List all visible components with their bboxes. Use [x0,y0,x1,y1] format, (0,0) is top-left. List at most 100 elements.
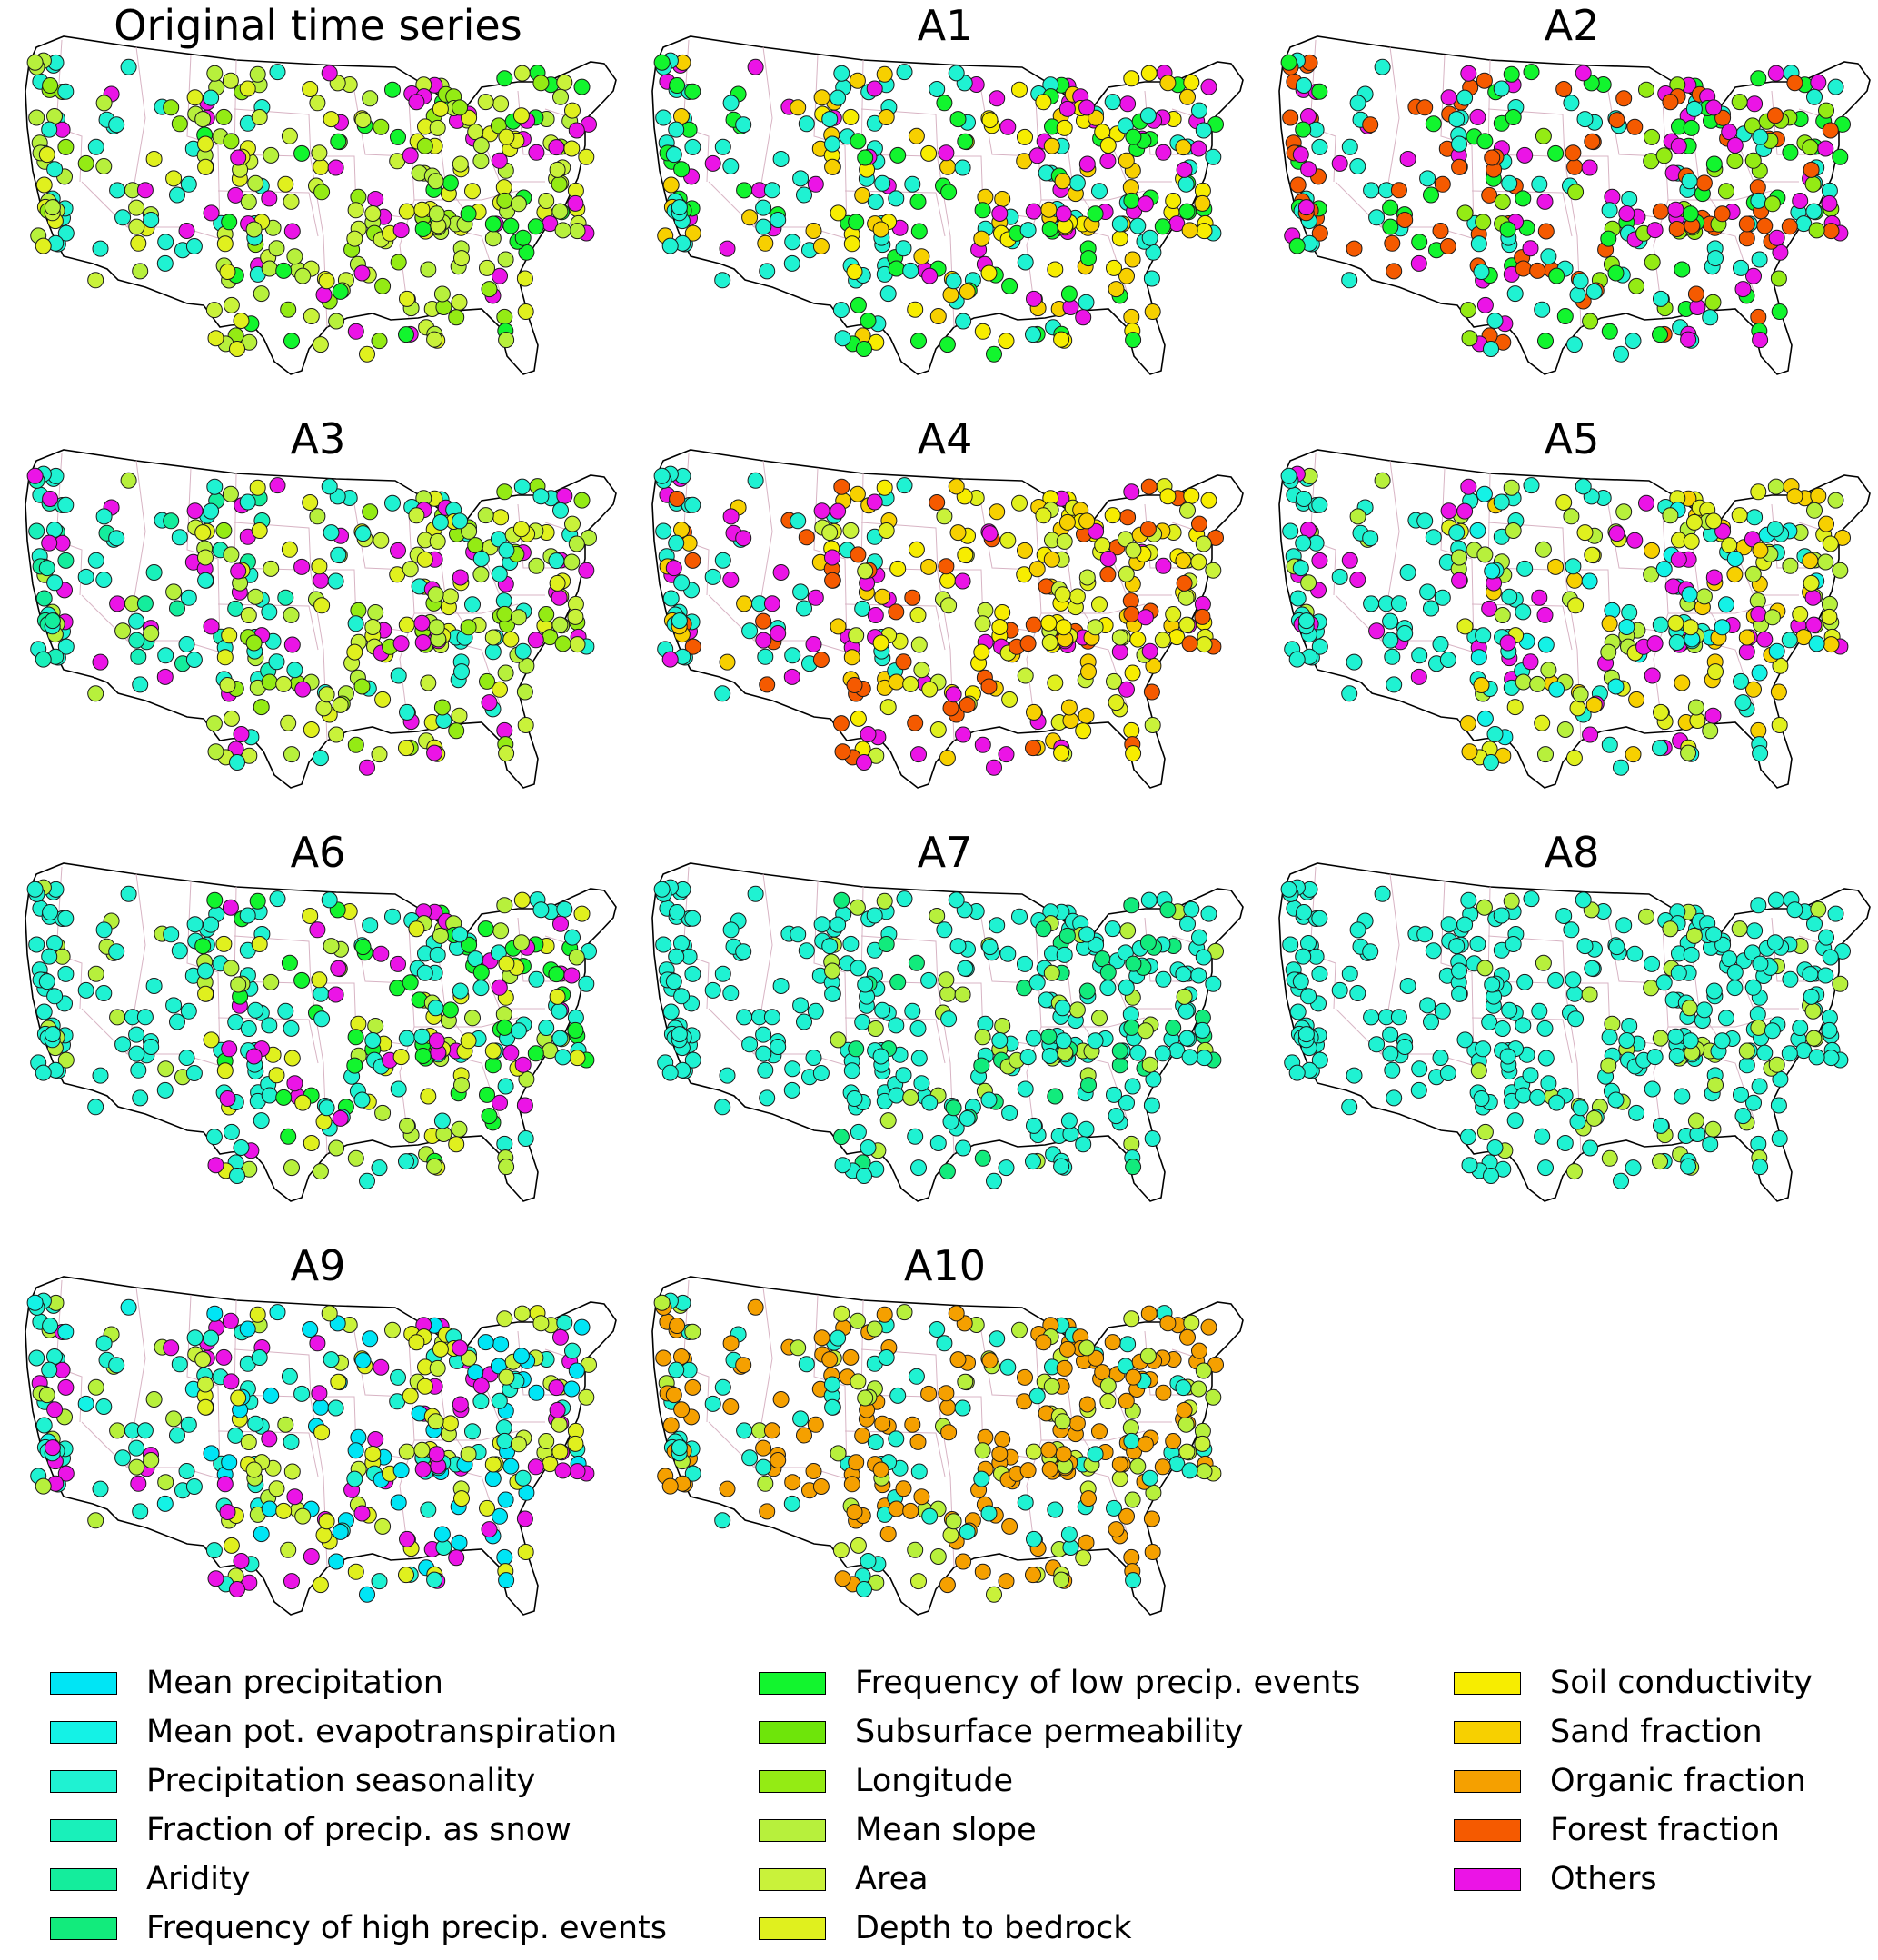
station-marker [77,154,94,172]
station-marker [1194,1021,1211,1039]
state-border [1471,1017,1573,1064]
station-marker [1058,100,1076,117]
station-marker [309,95,326,112]
station-marker [1088,109,1105,126]
station-marker [328,726,345,743]
station-marker [908,954,925,971]
station-marker [792,583,810,601]
station-marker [492,1507,508,1525]
station-marker [408,920,425,938]
station-marker [866,493,883,511]
station-marker [1626,532,1644,549]
station-marker [1040,1028,1058,1045]
station-marker [741,1449,759,1467]
station-marker [315,1113,333,1130]
station-marker [813,89,830,106]
station-marker [929,81,946,97]
station-marker [35,1064,52,1081]
station-marker [245,1461,263,1478]
map-panel: A2 [1263,0,1878,409]
station-marker [1194,608,1211,625]
station-marker [790,926,807,943]
legend-swatch [50,1868,117,1891]
station-marker [1205,975,1222,992]
station-marker [1363,595,1380,612]
station-marker [1714,619,1731,636]
station-marker [347,1029,364,1046]
station-marker [1137,195,1154,213]
station-marker [283,746,300,763]
station-marker [203,89,220,106]
legend-label: Fraction of precip. as snow [146,1812,571,1848]
station-marker [95,95,113,112]
station-marker [747,1298,764,1316]
station-marker [913,1075,930,1092]
station-marker [1108,694,1125,711]
station-marker [1714,205,1731,223]
station-marker [999,118,1017,135]
station-marker [1075,309,1092,326]
station-marker [948,891,965,909]
station-marker [347,1563,364,1580]
station-marker [1282,522,1299,540]
station-marker [313,158,330,175]
station-marker [303,308,320,324]
station-marker [398,616,415,633]
station-marker [165,170,183,187]
station-marker [1707,250,1724,267]
station-marker [1486,1139,1504,1156]
station-marker [1056,119,1073,136]
station-marker [1382,1045,1399,1062]
station-marker [413,1441,431,1458]
station-marker [1674,674,1691,691]
station-marker [364,619,382,635]
station-marker [1200,78,1217,95]
station-marker [171,529,188,546]
station-marker [957,960,974,977]
station-marker [1565,144,1582,162]
station-marker [994,1018,1011,1034]
station-marker [1752,955,1769,972]
station-marker [1540,1075,1557,1092]
station-marker [513,1305,531,1322]
station-marker [1662,920,1679,938]
station-marker [120,58,137,75]
station-marker [1176,1401,1193,1418]
station-marker [1137,1022,1154,1040]
station-marker [948,65,965,82]
station-marker [665,1387,682,1404]
station-marker [1396,212,1414,228]
station-marker [1625,746,1642,763]
station-marker [1119,1336,1137,1353]
station-marker [1806,915,1823,932]
station-marker [784,647,801,664]
station-marker [888,190,905,207]
station-marker [283,1463,301,1480]
station-marker [1628,277,1645,294]
station-marker [1104,94,1121,111]
state-border [844,603,946,651]
station-marker [1363,1009,1380,1026]
station-marker [1782,970,1799,988]
station-marker [402,561,419,578]
station-marker [1190,553,1207,571]
station-marker [1667,1028,1684,1045]
station-marker [1292,146,1309,164]
station-marker [1744,152,1762,169]
station-marker [253,1112,270,1129]
station-marker [1159,488,1177,505]
station-marker [186,1329,204,1347]
station-marker [467,950,484,968]
station-marker [668,534,685,552]
station-marker [57,1465,75,1482]
station-marker [330,546,347,563]
station-marker [402,147,419,164]
station-marker [268,653,285,671]
station-marker [1792,606,1809,622]
station-marker [498,332,515,349]
station-marker [28,522,45,540]
station-marker [1419,583,1436,601]
station-marker [1118,1094,1135,1111]
station-marker [1687,285,1704,303]
station-marker [472,1393,490,1410]
